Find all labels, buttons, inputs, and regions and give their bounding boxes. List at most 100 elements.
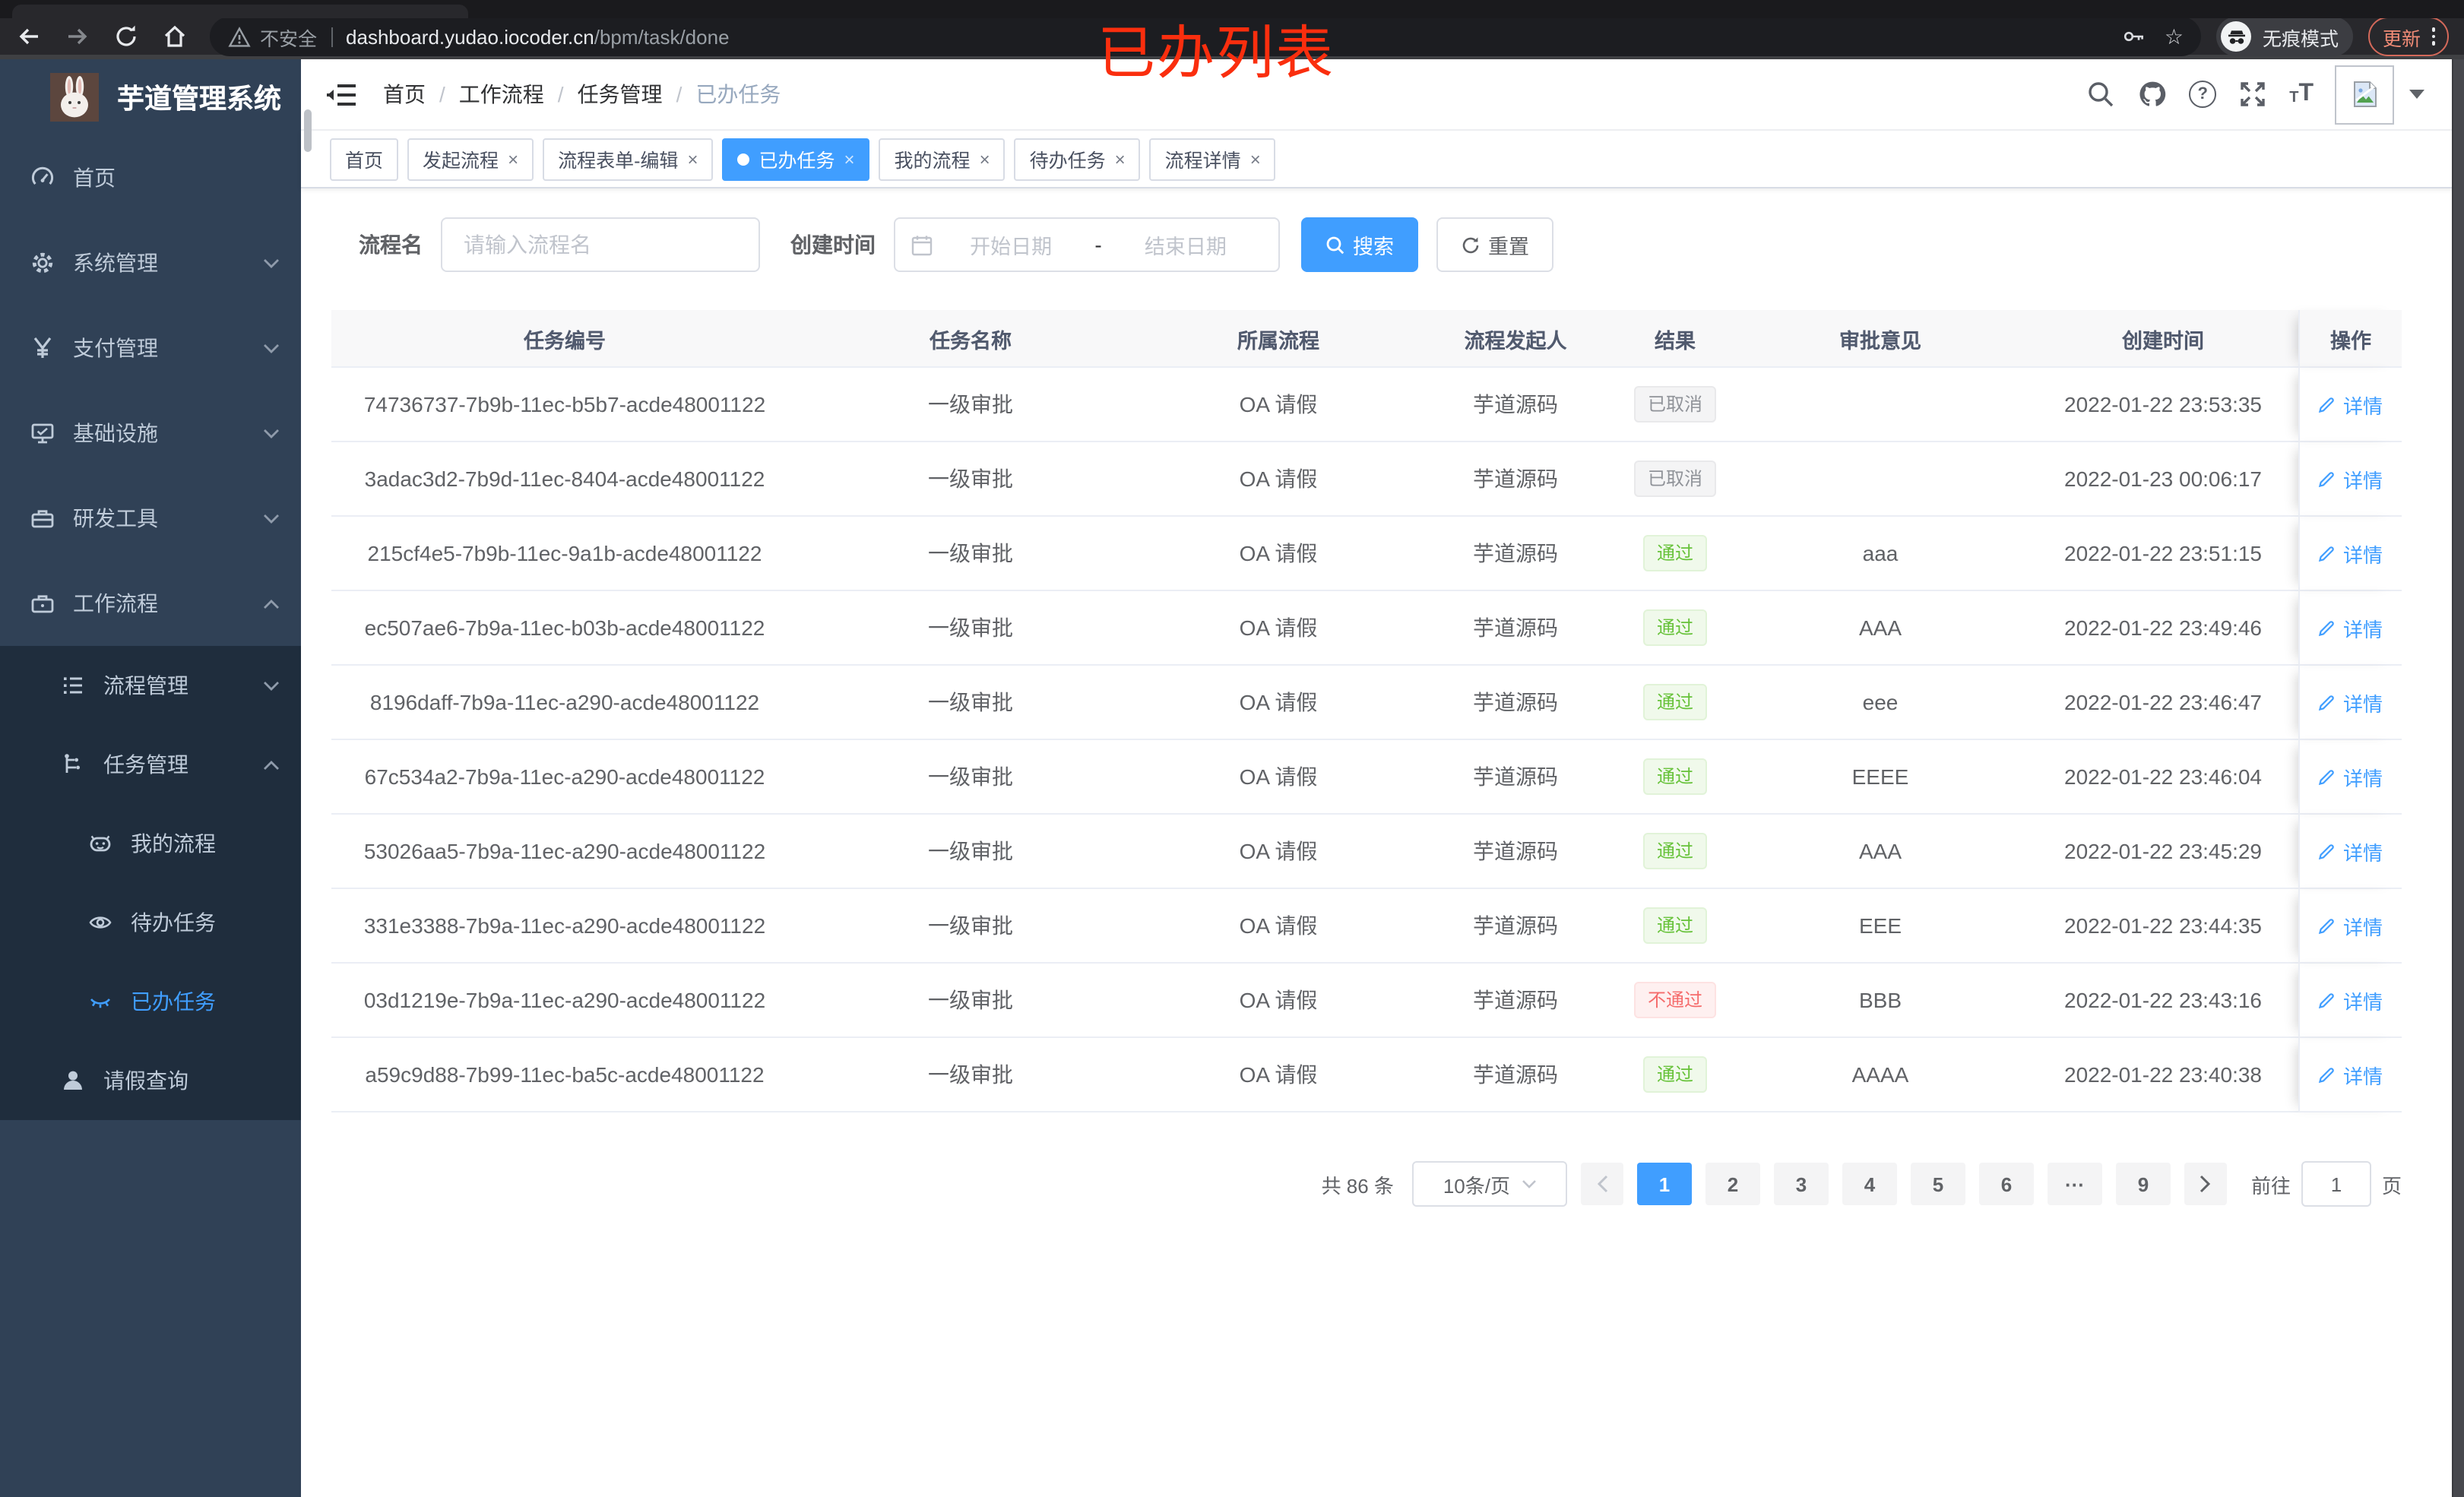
opinion <box>1733 442 2028 517</box>
back-icon[interactable] <box>15 23 43 50</box>
create-time-label: 创建时间 <box>790 233 876 257</box>
tab-home[interactable]: 首页 <box>330 138 399 180</box>
sidebar-item-devtools[interactable]: 研发工具 <box>0 476 301 561</box>
page-button-9[interactable]: 9 <box>2115 1163 2171 1205</box>
close-tab-icon[interactable] <box>980 150 990 168</box>
sidebar-item-workflow[interactable]: 工作流程 <box>0 561 301 646</box>
tab-done-tasks[interactable]: 已办任务 <box>722 138 870 180</box>
detail-button[interactable]: 详情 <box>2319 688 2383 717</box>
fullscreen-icon[interactable] <box>2238 79 2268 109</box>
avatar-caret-icon[interactable] <box>2409 90 2424 99</box>
font-size-icon[interactable] <box>2289 82 2314 106</box>
search-button[interactable]: 搜索 <box>1301 217 1418 272</box>
page-button-3[interactable]: 3 <box>1773 1163 1829 1205</box>
url-path[interactable]: /bpm/task/done <box>594 25 730 48</box>
key-icon[interactable] <box>2122 24 2146 49</box>
date-range-picker[interactable]: 开始日期 - 结束日期 <box>894 217 1280 272</box>
sidebar-item-my-process[interactable]: 我的流程 <box>0 804 301 883</box>
process-name-input[interactable] <box>461 231 740 258</box>
url-bar[interactable]: 不安全 dashboard.yudao.iocoder.cn/bpm/task/… <box>210 17 2202 56</box>
starter: 芋道源码 <box>1414 442 1617 517</box>
task-name: 一级审批 <box>798 1038 1143 1112</box>
security-warning-icon[interactable] <box>228 25 251 48</box>
tab-start-process[interactable]: 发起流程 <box>407 138 534 180</box>
page-button-5[interactable]: 5 <box>1910 1163 1965 1205</box>
url-host[interactable]: dashboard.yudao.iocoder.cn <box>346 25 594 48</box>
avatar[interactable] <box>2335 65 2394 124</box>
tab-my-process[interactable]: 我的流程 <box>879 138 1006 180</box>
bookmark-star-icon[interactable]: ☆ <box>2164 24 2184 49</box>
browser-chrome: 不安全 dashboard.yudao.iocoder.cn/bpm/task/… <box>0 0 2464 59</box>
start-date-placeholder[interactable]: 开始日期 <box>970 236 1053 258</box>
task-id: ec507ae6-7b9a-11ec-b03b-acde48001122 <box>331 591 798 666</box>
tab-process-detail[interactable]: 流程详情 <box>1149 138 1276 180</box>
help-icon[interactable] <box>2189 81 2217 108</box>
detail-button[interactable]: 详情 <box>2319 837 2383 866</box>
result-badge: 通过 <box>1642 833 1707 869</box>
tab-todo-tasks[interactable]: 待办任务 <box>1014 138 1141 180</box>
tab-label: 我的流程 <box>894 150 971 172</box>
sidebar-item-payment[interactable]: 支付管理 <box>0 305 301 391</box>
reset-button[interactable]: 重置 <box>1436 217 1553 272</box>
close-tab-icon[interactable] <box>1250 150 1261 168</box>
breadcrumb: 首页 / 工作流程 / 任务管理 / 已办任务 <box>383 79 2064 109</box>
sidebar-scrollbar-thumb[interactable] <box>304 109 312 152</box>
security-label[interactable]: 不安全 <box>260 28 318 49</box>
sidebar-item-home[interactable]: 首页 <box>0 135 301 220</box>
collapse-sidebar-icon[interactable] <box>325 81 356 107</box>
close-tab-icon[interactable] <box>1115 150 1126 168</box>
chrome-menu-icon[interactable] <box>2431 27 2435 46</box>
close-tab-icon[interactable] <box>687 150 698 168</box>
sidebar-item-todo-tasks[interactable]: 待办任务 <box>0 883 301 962</box>
sidebar-item-label: 工作流程 <box>73 591 158 616</box>
update-label[interactable]: 更新 <box>2382 28 2421 49</box>
goto-page-input[interactable] <box>2301 1161 2371 1207</box>
detail-button[interactable]: 详情 <box>2319 539 2383 568</box>
more-pages-button[interactable]: ··· <box>2047 1163 2102 1205</box>
opinion: AAA <box>1733 591 2028 666</box>
next-page-button[interactable] <box>2184 1163 2227 1205</box>
end-date-placeholder[interactable]: 结束日期 <box>1144 236 1227 258</box>
detail-button[interactable]: 详情 <box>2319 986 2383 1014</box>
incognito-icon <box>2221 21 2252 52</box>
detail-button[interactable]: 详情 <box>2319 911 2383 940</box>
page-button-4[interactable]: 4 <box>1842 1163 1897 1205</box>
result-badge: 已取消 <box>1633 460 1716 497</box>
page-button-2[interactable]: 2 <box>1705 1163 1760 1205</box>
breadcrumb-workflow[interactable]: 工作流程 <box>458 82 544 106</box>
tab-label: 流程详情 <box>1164 150 1241 172</box>
reload-icon[interactable] <box>112 23 140 50</box>
search-icon[interactable] <box>2086 79 2116 109</box>
detail-button[interactable]: 详情 <box>2319 762 2383 791</box>
window-scrollbar[interactable] <box>2452 59 2464 1497</box>
sidebar-item-process-mgmt[interactable]: 流程管理 <box>0 646 301 725</box>
toolbox-icon <box>30 506 55 530</box>
page-button-1[interactable]: 1 <box>1636 1163 1692 1205</box>
breadcrumb-task-mgmt[interactable]: 任务管理 <box>577 82 663 106</box>
sidebar-item-done-tasks[interactable]: 已办任务 <box>0 962 301 1041</box>
close-tab-icon[interactable] <box>844 150 855 168</box>
update-button[interactable]: 更新 <box>2368 17 2449 56</box>
app-logo[interactable]: 芋道管理系统 <box>0 59 301 135</box>
forward-icon[interactable] <box>64 23 91 50</box>
close-tab-icon[interactable] <box>508 150 518 168</box>
sidebar-item-task-mgmt[interactable]: 任务管理 <box>0 725 301 804</box>
app-title: 芋道管理系统 <box>117 84 281 114</box>
detail-button[interactable]: 详情 <box>2319 1060 2383 1089</box>
sidebar-item-infra[interactable]: 基础设施 <box>0 391 301 476</box>
page-button-6[interactable]: 6 <box>1978 1163 2034 1205</box>
breadcrumb-home[interactable]: 首页 <box>383 82 426 106</box>
reset-button-label: 重置 <box>1488 236 1529 258</box>
table-row: 74736737-7b9b-11ec-b5b7-acde48001122 一级审批… <box>331 368 2402 442</box>
home-icon[interactable] <box>161 23 188 50</box>
browser-tab[interactable] <box>12 5 468 18</box>
github-icon[interactable] <box>2137 79 2168 109</box>
prev-page-button[interactable] <box>1580 1163 1623 1205</box>
detail-button[interactable]: 详情 <box>2319 613 2383 642</box>
tab-form-edit[interactable]: 流程表单-编辑 <box>543 138 714 180</box>
sidebar-item-leave-query[interactable]: 请假查询 <box>0 1041 301 1120</box>
sidebar-item-system[interactable]: 系统管理 <box>0 220 301 305</box>
page-size-select[interactable]: 10条/页 <box>1411 1161 1567 1207</box>
detail-button[interactable]: 详情 <box>2319 390 2383 419</box>
detail-button[interactable]: 详情 <box>2319 464 2383 493</box>
